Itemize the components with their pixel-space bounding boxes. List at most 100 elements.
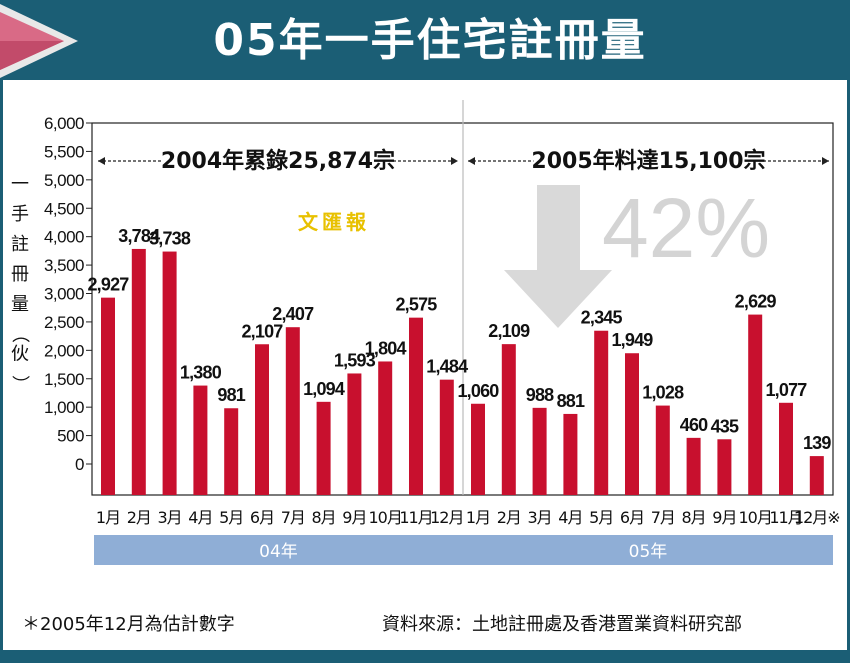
range-summary-bg (163, 143, 393, 173)
bar (378, 361, 393, 495)
year-band-label: 04年 (259, 542, 298, 562)
pennant-logo-icon (0, 4, 78, 78)
bar-value-label: 3,738 (149, 229, 191, 249)
bar-value-label: 1,380 (180, 363, 222, 383)
range-arrow-left-icon (98, 157, 105, 165)
source-note: 資料來源：土地註冊處及香港置業資料研究部 (382, 614, 742, 635)
y-axis-label-char: 伙 (11, 344, 29, 365)
bar-value-label: 2,109 (488, 321, 530, 341)
decline-arrow-icon (504, 185, 612, 328)
x-tick-label: 7月 (651, 508, 675, 527)
range-summary: 2004年累錄25,874宗 (161, 148, 395, 174)
y-tick-label: 0 (75, 455, 84, 474)
title-banner: 05年一手住宅註冊量 (0, 0, 850, 80)
x-tick-label: 12月 (430, 508, 463, 527)
x-tick-label: 9月 (712, 508, 736, 527)
x-tick-label: 8月 (682, 508, 706, 527)
x-tick-label: 3月 (158, 508, 182, 527)
bar (439, 379, 454, 495)
bar-value-label: 1,077 (765, 380, 807, 400)
bar-value-label: 1,804 (365, 338, 407, 358)
bar-value-label: 2,345 (581, 308, 623, 328)
y-axis-label-char: 冊 (11, 264, 29, 285)
bar (748, 314, 763, 495)
chart-area: 6,000 5,500 5,000 4,500 4,000 3,500 3,000 2,500… (9, 100, 841, 565)
x-tick-label: 12月※ (794, 508, 840, 527)
year-band (463, 535, 833, 565)
x-tick-label: 9月 (342, 508, 366, 527)
range-summary-bg (533, 143, 764, 173)
x-tick-label: 1月 (466, 508, 490, 527)
bar-value-label: 435 (711, 416, 739, 436)
bar (255, 344, 269, 495)
x-tick-label: 8月 (312, 508, 336, 527)
bar (717, 439, 732, 495)
y-axis-label-char: 註 (11, 234, 29, 255)
bar (101, 297, 115, 495)
bar (162, 251, 177, 495)
bar-value-label: 1,949 (611, 330, 653, 350)
x-tick-label: 7月 (281, 508, 305, 527)
bar-value-label: 460 (680, 415, 708, 435)
y-axis-label-char: ） (9, 375, 30, 393)
bar-value-label: 1,028 (642, 383, 684, 403)
bar (347, 373, 362, 495)
y-tick-label: 6,000 (44, 114, 84, 133)
bar (655, 405, 670, 495)
range-arrow-right-icon (451, 157, 458, 165)
bar-value-label: 2,927 (87, 275, 129, 295)
x-tick-label: 3月 (528, 508, 552, 527)
bar (686, 437, 701, 495)
y-axis-label-char: 量 (11, 294, 29, 315)
bar (131, 248, 146, 495)
range-arrow-left-icon (468, 157, 475, 165)
y-axis-label-char: （ (9, 325, 30, 343)
year-band (94, 535, 463, 565)
y-axis-label-char: 一 (11, 174, 29, 195)
x-tick-label: 11月 (399, 508, 432, 527)
y-tick-label: 4,500 (44, 199, 84, 218)
x-tick-label: 1月 (96, 508, 120, 527)
x-tick-label: 4月 (558, 508, 582, 527)
x-tick-label: 5月 (589, 508, 613, 527)
bar (224, 408, 239, 495)
bar (809, 456, 824, 495)
bar-value-label: 1,593 (334, 350, 376, 370)
x-tick-label: 10月 (739, 508, 772, 527)
bar-value-label: 1,094 (303, 379, 345, 399)
bar-value-label: 881 (557, 391, 585, 411)
bar (594, 330, 609, 495)
bar-value-label: 1,060 (457, 381, 499, 401)
decline-percentage: 42% (602, 181, 770, 275)
bottom-bar (0, 650, 850, 663)
x-tick-label: 2月 (127, 508, 151, 527)
bar (471, 403, 485, 495)
y-tick-label: 3,000 (44, 285, 84, 304)
bar-value-label: 2,575 (395, 295, 437, 315)
y-tick-label: 1,000 (44, 398, 84, 417)
watermark: 文匯報 (298, 210, 370, 234)
bar (779, 402, 793, 495)
x-tick-label: 11月 (769, 508, 802, 527)
y-tick-label: 5,000 (44, 171, 84, 190)
y-tick-label: 4,000 (44, 228, 84, 247)
y-tick-label: 2,500 (44, 313, 84, 332)
x-tick-label: 6月 (250, 508, 274, 527)
bar (316, 401, 331, 495)
x-tick-label: 4月 (188, 508, 212, 527)
y-tick-label: 2,000 (44, 341, 84, 360)
bar (409, 317, 423, 495)
y-tick-label: 500 (57, 427, 84, 446)
y-axis-label-char: 手 (11, 204, 29, 225)
y-tick-label: 5,500 (44, 142, 84, 161)
bar (285, 327, 300, 495)
chart-title: 05年一手住宅註冊量 (213, 15, 647, 66)
bar (625, 353, 639, 495)
x-tick-label: 10月 (369, 508, 402, 527)
year-band-label: 05年 (629, 542, 668, 562)
y-tick-label: 1,500 (44, 370, 84, 389)
bar-value-label: 139 (803, 433, 831, 453)
x-tick-label: 2月 (497, 508, 521, 527)
footnote: ＊2005年12月為估計數字 (22, 614, 235, 635)
range-summary: 2005年料達15,100宗 (531, 148, 765, 174)
